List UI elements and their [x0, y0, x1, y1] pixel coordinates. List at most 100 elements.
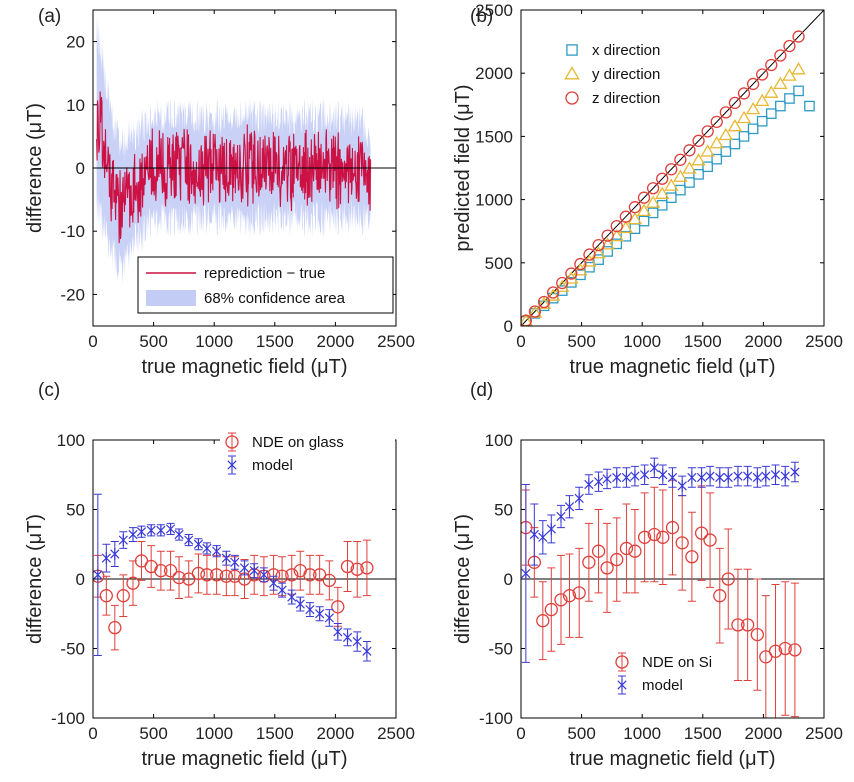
data-point	[602, 246, 613, 257]
data-point	[295, 598, 305, 611]
data-point	[582, 555, 596, 569]
legend-label: NDE on Si	[642, 654, 712, 671]
data-point	[743, 470, 753, 483]
y-axis-label: difference (μT)	[24, 103, 46, 233]
data-point	[618, 220, 634, 234]
data-point	[804, 100, 815, 112]
error-bar	[565, 553, 574, 638]
error-bar	[594, 509, 603, 594]
data-point	[360, 561, 374, 575]
error-bar	[658, 489, 667, 586]
x-tick-label: 1000	[623, 332, 661, 351]
data-point	[759, 650, 773, 664]
data-point	[656, 199, 668, 211]
data-point	[324, 611, 334, 624]
x-tick-label: 2500	[377, 332, 415, 351]
x-tick-label: 0	[516, 332, 525, 351]
error-bar	[733, 568, 742, 681]
data-point	[756, 68, 769, 81]
data-point	[733, 470, 743, 483]
data-point	[778, 641, 792, 656]
y-axis-label: difference (μT)	[24, 514, 46, 644]
y-tick-label: -100	[51, 709, 85, 728]
data-point	[565, 267, 578, 280]
legend-marker	[227, 459, 237, 471]
x-tick-label: 2000	[316, 724, 354, 743]
data-point	[627, 211, 643, 225]
x-axis-label: true magnetic field (μT)	[141, 356, 347, 378]
data-point	[573, 263, 588, 276]
error-bar	[603, 522, 612, 613]
legend-label: 68% confidence area	[204, 290, 346, 307]
data-point	[600, 561, 614, 575]
legend-marker	[615, 655, 629, 669]
data-point	[277, 584, 287, 597]
data-point	[202, 542, 212, 555]
error-bar	[743, 568, 752, 681]
x-tick-label: 1000	[195, 332, 233, 351]
data-point	[305, 603, 315, 616]
data-point	[601, 229, 614, 242]
y-tick-label: 0	[76, 159, 85, 178]
data-point	[593, 254, 604, 265]
x-tick-label: 1500	[684, 724, 722, 743]
error-bar	[687, 511, 696, 602]
data-point	[721, 572, 735, 586]
error-bar	[110, 604, 119, 651]
plot-area	[521, 457, 824, 718]
data-point	[230, 556, 240, 569]
data-point	[562, 589, 577, 603]
y-tick-label: 50	[66, 501, 85, 520]
data-point	[684, 177, 695, 188]
data-point	[546, 286, 560, 299]
data-point	[612, 471, 622, 484]
error-bar	[753, 578, 762, 691]
data-point	[691, 153, 706, 166]
data-point	[191, 566, 206, 581]
x-tick-label: 1000	[623, 724, 661, 743]
data-point	[705, 470, 715, 483]
data-point	[528, 305, 542, 318]
data-point	[211, 545, 222, 558]
data-point	[658, 468, 668, 481]
y-tick-label: 0	[504, 317, 513, 336]
data-point	[574, 257, 587, 271]
data-point	[693, 168, 704, 180]
y-tick-label: 20	[66, 33, 85, 52]
x-tick-label: 500	[567, 724, 595, 743]
plot-area	[521, 10, 824, 326]
data-point	[646, 182, 660, 195]
y-tick-label: 1000	[475, 191, 513, 210]
y-tick-label: 1500	[475, 127, 513, 146]
data-point	[664, 178, 679, 191]
error-bar	[343, 540, 352, 593]
error-bar	[612, 517, 621, 602]
data-point	[156, 524, 166, 537]
data-point	[791, 62, 806, 75]
x-tick-label: 2000	[744, 332, 782, 351]
data-point	[703, 533, 717, 547]
data-point	[709, 136, 724, 149]
data-point	[134, 554, 149, 568]
error-bar	[556, 554, 565, 645]
legend: NDE on Si model	[615, 652, 712, 695]
data-point	[752, 471, 762, 484]
series-model	[93, 493, 372, 662]
data-point	[529, 528, 539, 541]
data-point	[268, 577, 279, 590]
x-axis-label: true magnetic field (μT)	[141, 748, 347, 770]
error-bar	[175, 556, 184, 599]
error-bar	[184, 560, 193, 598]
data-point	[790, 465, 800, 478]
data-point	[737, 87, 751, 100]
panel-c: 0 500 1000 1500 2000 2500 -100 -50 0 50 100 true ma…	[24, 380, 415, 770]
panel-a: 0 500 1000 1500 2000 2500 -20 -10 0 10 20 true magn…	[24, 6, 415, 378]
data-point	[108, 621, 122, 635]
data-point	[656, 172, 669, 185]
x-tick-label: 1000	[195, 724, 233, 743]
data-point	[774, 49, 787, 62]
data-point	[655, 186, 670, 199]
legend: NDE on glass model	[220, 428, 395, 480]
x-tick-label: 2000	[744, 724, 782, 743]
data-point	[315, 607, 325, 620]
